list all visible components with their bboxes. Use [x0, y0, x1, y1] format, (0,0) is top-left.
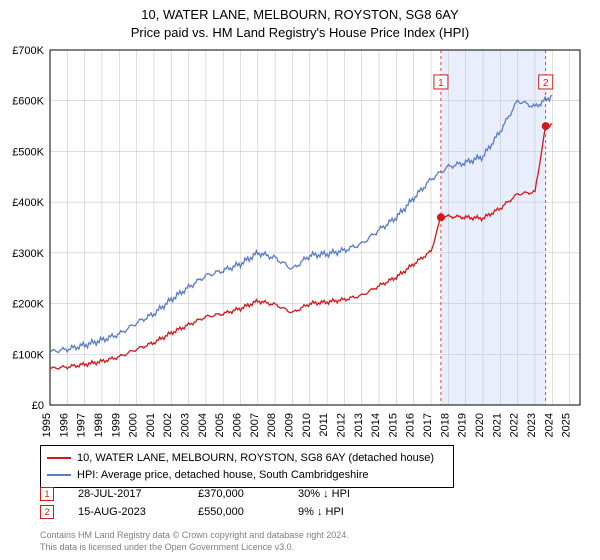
- title: 10, WATER LANE, MELBOURN, ROYSTON, SG8 6…: [0, 0, 600, 24]
- license-text: Contains HM Land Registry data © Crown c…: [40, 530, 349, 553]
- event-table: 1 28-JUL-2017 £370,000 30% ↓ HPI 2 15-AU…: [40, 487, 418, 523]
- svg-text:£0: £0: [32, 400, 44, 412]
- svg-text:2018: 2018: [439, 413, 451, 437]
- svg-text:2022: 2022: [509, 413, 521, 437]
- svg-text:2019: 2019: [457, 413, 469, 437]
- svg-text:1999: 1999: [110, 413, 122, 437]
- svg-text:1996: 1996: [58, 413, 70, 437]
- svg-text:£600K: £600K: [12, 96, 44, 108]
- svg-text:1998: 1998: [93, 413, 105, 437]
- legend: 10, WATER LANE, MELBOURN, ROYSTON, SG8 6…: [40, 445, 454, 488]
- svg-text:2008: 2008: [266, 413, 278, 437]
- svg-text:2023: 2023: [526, 413, 538, 437]
- chart-container: 10, WATER LANE, MELBOURN, ROYSTON, SG8 6…: [0, 0, 600, 560]
- svg-text:1995: 1995: [41, 413, 53, 437]
- svg-text:2007: 2007: [249, 413, 261, 437]
- event-price: £370,000: [198, 488, 298, 500]
- legend-swatch: [47, 457, 71, 459]
- svg-text:£100K: £100K: [12, 349, 44, 361]
- svg-text:2015: 2015: [387, 413, 399, 437]
- event-row: 2 15-AUG-2023 £550,000 9% ↓ HPI: [40, 505, 418, 519]
- svg-text:2024: 2024: [543, 413, 555, 437]
- legend-label: HPI: Average price, detached house, Sout…: [77, 467, 368, 484]
- svg-text:2013: 2013: [353, 413, 365, 437]
- svg-text:2025: 2025: [561, 413, 573, 437]
- chart-area: £0£100K£200K£300K£400K£500K£600K£700K199…: [50, 50, 580, 405]
- event-date: 15-AUG-2023: [78, 506, 198, 518]
- legend-item: 10, WATER LANE, MELBOURN, ROYSTON, SG8 6…: [47, 450, 447, 467]
- svg-text:2005: 2005: [214, 413, 226, 437]
- svg-text:£700K: £700K: [12, 45, 44, 57]
- event-date: 28-JUL-2017: [78, 488, 198, 500]
- svg-text:£500K: £500K: [12, 146, 44, 158]
- svg-text:2001: 2001: [145, 413, 157, 437]
- svg-text:2012: 2012: [335, 413, 347, 437]
- svg-text:£300K: £300K: [12, 248, 44, 260]
- line-chart: £0£100K£200K£300K£400K£500K£600K£700K199…: [50, 50, 580, 405]
- event-marker-icon: 1: [40, 487, 54, 501]
- svg-text:2020: 2020: [474, 413, 486, 437]
- event-row: 1 28-JUL-2017 £370,000 30% ↓ HPI: [40, 487, 418, 501]
- svg-text:2004: 2004: [197, 413, 209, 437]
- svg-text:2: 2: [543, 78, 549, 89]
- event-marker-icon: 2: [40, 505, 54, 519]
- subtitle: Price paid vs. HM Land Registry's House …: [0, 24, 600, 42]
- svg-text:2014: 2014: [370, 413, 382, 437]
- svg-text:£200K: £200K: [12, 299, 44, 311]
- legend-item: HPI: Average price, detached house, Sout…: [47, 467, 447, 484]
- svg-text:1997: 1997: [76, 413, 88, 437]
- svg-text:2002: 2002: [162, 413, 174, 437]
- legend-label: 10, WATER LANE, MELBOURN, ROYSTON, SG8 6…: [77, 450, 434, 467]
- svg-text:1: 1: [438, 78, 444, 89]
- svg-text:2016: 2016: [405, 413, 417, 437]
- event-diff: 30% ↓ HPI: [298, 488, 418, 500]
- event-diff: 9% ↓ HPI: [298, 506, 418, 518]
- svg-text:2000: 2000: [128, 413, 140, 437]
- svg-text:2003: 2003: [180, 413, 192, 437]
- legend-swatch: [47, 474, 71, 476]
- svg-text:2006: 2006: [232, 413, 244, 437]
- svg-text:2009: 2009: [283, 413, 295, 437]
- svg-text:2021: 2021: [491, 413, 503, 437]
- event-price: £550,000: [198, 506, 298, 518]
- svg-text:2017: 2017: [422, 413, 434, 437]
- svg-text:2010: 2010: [301, 413, 313, 437]
- svg-text:2011: 2011: [318, 413, 330, 437]
- svg-text:£400K: £400K: [12, 197, 44, 209]
